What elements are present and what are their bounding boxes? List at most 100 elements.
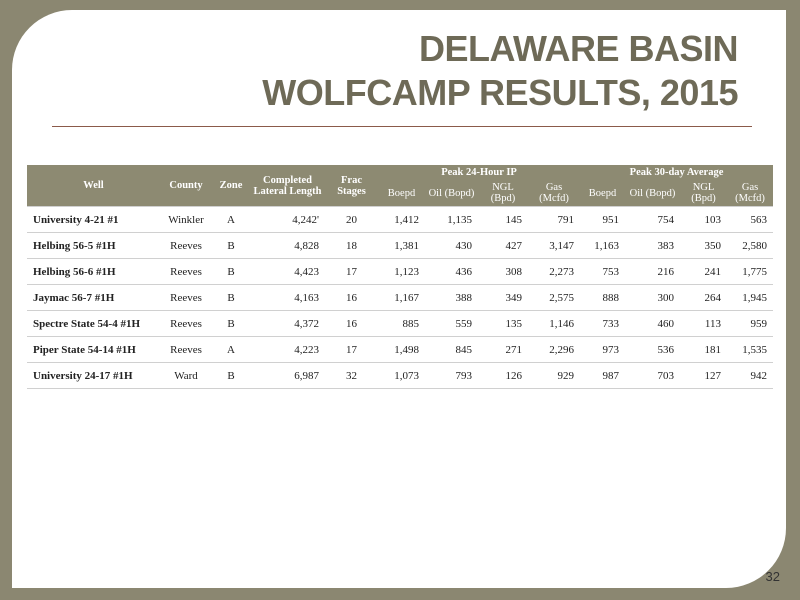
table-header: Well County Zone Completed Lateral Length Fr… [27, 165, 774, 207]
table-cell: 536 [625, 336, 681, 363]
title-rule [52, 126, 752, 127]
table-cell: 20 [325, 206, 378, 233]
table-cell: Ward [160, 362, 212, 389]
table-cell: 733 [580, 310, 626, 337]
table-cell: 753 [580, 258, 626, 285]
column-header: Zone [212, 165, 250, 207]
column-header: Gas (Mcfd) [528, 180, 581, 207]
table-cell: 951 [580, 206, 626, 233]
table-cell: 350 [680, 232, 728, 259]
table-row: University 4-21 #1 Winkler A 4,242' 20 1,412 1… [27, 206, 774, 233]
table-cell: 1,146 [528, 310, 581, 337]
table-cell: 18 [325, 232, 378, 259]
table-cell: Reeves [160, 232, 212, 259]
table-cell: Reeves [160, 258, 212, 285]
table-row: Piper State 54-14 #1H Reeves A 4,223 17 1,498… [27, 336, 774, 363]
table-cell: 349 [478, 284, 528, 311]
table-cell: 959 [727, 310, 774, 337]
group-header: Peak 30-day Average [580, 165, 774, 180]
table-row: Helbing 56-6 #1H Reeves B 4,423 17 1,123 436 30… [27, 258, 774, 285]
table-cell: 241 [680, 258, 728, 285]
table-cell: 264 [680, 284, 728, 311]
table-cell: 16 [325, 284, 378, 311]
table-row: Spectre State 54-4 #1H Reeves B 4,372 16 885 5… [27, 310, 774, 337]
table-cell: B [212, 232, 250, 259]
table-cell: B [212, 284, 250, 311]
table-row: Jaymac 56-7 #1H Reeves B 4,163 16 1,167 388 349… [27, 284, 774, 311]
table-cell: 127 [680, 362, 728, 389]
table-cell: 703 [625, 362, 681, 389]
page-number: 32 [765, 569, 780, 584]
table-cell: 4,372 [250, 310, 325, 337]
header-row: Boepd Oil (Bopd) NGL (Bpd) Gas (Mcfd) Boepd O… [27, 180, 774, 207]
table-cell: 4,242' [250, 206, 325, 233]
table-body: University 4-21 #1 Winkler A 4,242' 20 1,412 1… [27, 206, 774, 389]
column-header: Gas (Mcfd) [727, 180, 774, 207]
table-cell: 563 [727, 206, 774, 233]
table-cell: 1,167 [378, 284, 425, 311]
table-cell: Reeves [160, 310, 212, 337]
column-header: Completed Lateral Length [250, 165, 325, 207]
table-cell: Reeves [160, 336, 212, 363]
header-row: Well County Zone Completed Lateral Length Fr… [27, 165, 774, 207]
table-cell: 973 [580, 336, 626, 363]
table-cell: 888 [580, 284, 626, 311]
table-cell: B [212, 362, 250, 389]
table-cell: Winkler [160, 206, 212, 233]
table-cell: Jaymac 56-7 #1H [27, 284, 160, 311]
column-header: Oil (Bopd) [625, 180, 681, 207]
table-cell: 793 [425, 362, 478, 389]
table-cell: 427 [478, 232, 528, 259]
table-cell: 145 [478, 206, 528, 233]
table-cell: 1,135 [425, 206, 478, 233]
table-cell: 216 [625, 258, 681, 285]
table-cell: 32 [325, 362, 378, 389]
table-cell: 103 [680, 206, 728, 233]
table-cell: 1,945 [727, 284, 774, 311]
table-cell: 1,412 [378, 206, 425, 233]
table-cell: 1,163 [580, 232, 626, 259]
table-cell: 1,073 [378, 362, 425, 389]
table-cell: 135 [478, 310, 528, 337]
table-cell: A [212, 336, 250, 363]
table-cell: 4,223 [250, 336, 325, 363]
table-cell: B [212, 310, 250, 337]
table-cell: 1,123 [378, 258, 425, 285]
table-row: University 24-17 #1H Ward B 6,987 32 1,073 793… [27, 362, 774, 389]
table-cell: 181 [680, 336, 728, 363]
table-cell: 436 [425, 258, 478, 285]
table-cell: 2,273 [528, 258, 581, 285]
table-cell: 430 [425, 232, 478, 259]
table-cell: 4,163 [250, 284, 325, 311]
table-cell: Helbing 56-5 #1H [27, 232, 160, 259]
table-cell: 1,775 [727, 258, 774, 285]
table-cell: 2,580 [727, 232, 774, 259]
table-cell: Piper State 54-14 #1H [27, 336, 160, 363]
table-cell: B [212, 258, 250, 285]
table-cell: 1,498 [378, 336, 425, 363]
table-cell: 1,535 [727, 336, 774, 363]
table-row: Helbing 56-5 #1H Reeves B 4,828 18 1,381 430 42… [27, 232, 774, 259]
table-cell: University 24-17 #1H [27, 362, 160, 389]
table-cell: 271 [478, 336, 528, 363]
table-cell: 113 [680, 310, 728, 337]
column-header: Boepd [378, 180, 425, 207]
table-cell: 942 [727, 362, 774, 389]
table-cell: Reeves [160, 284, 212, 311]
table-cell: 3,147 [528, 232, 581, 259]
table-cell: University 4-21 #1 [27, 206, 160, 233]
table-cell: 559 [425, 310, 478, 337]
table-cell: 126 [478, 362, 528, 389]
table-cell: 4,423 [250, 258, 325, 285]
table-cell: 1,381 [378, 232, 425, 259]
table-cell: 2,296 [528, 336, 581, 363]
table-cell: 300 [625, 284, 681, 311]
table-cell: 2,575 [528, 284, 581, 311]
results-table: Well County Zone Completed Lateral Length Fr… [27, 165, 774, 389]
column-header: County [160, 165, 212, 207]
table-cell: 383 [625, 232, 681, 259]
table-cell: 845 [425, 336, 478, 363]
table-cell: 460 [625, 310, 681, 337]
table-cell: 929 [528, 362, 581, 389]
